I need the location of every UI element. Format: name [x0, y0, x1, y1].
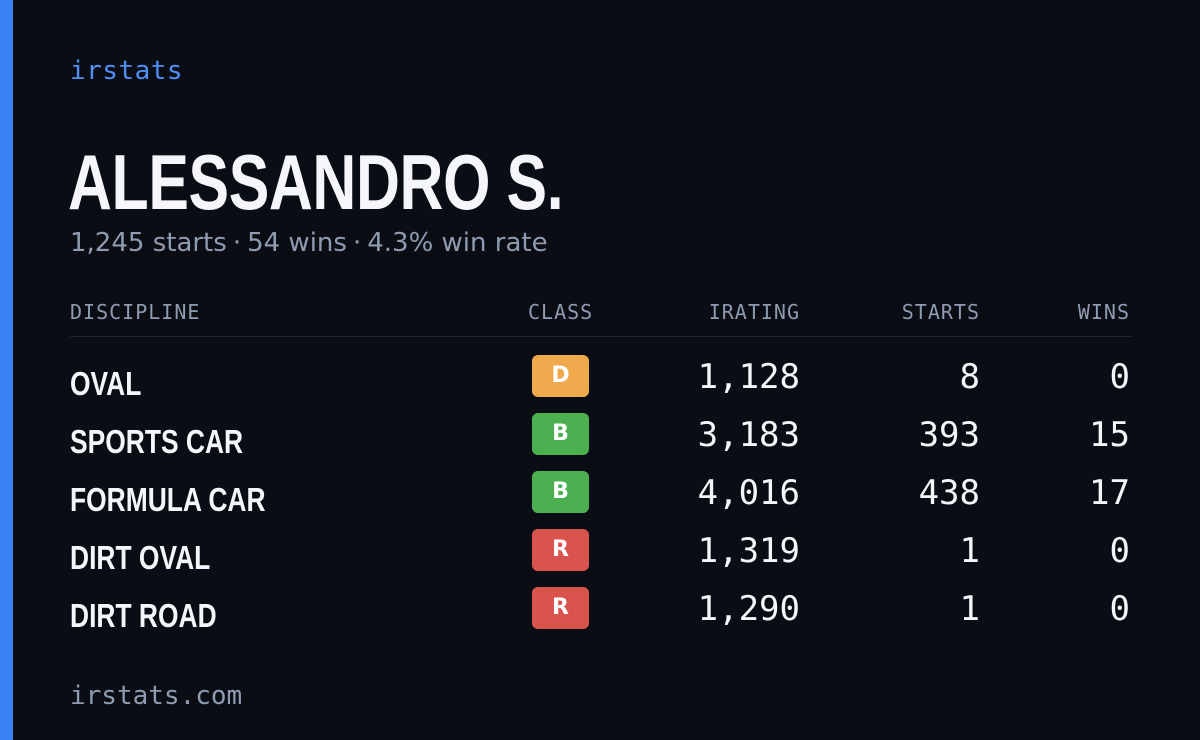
- header-starts: STARTS: [901, 300, 980, 324]
- starts-value: 438: [918, 473, 980, 513]
- wins-value: 0: [1109, 357, 1130, 397]
- footer-url: irstats.com: [70, 681, 243, 711]
- irating-value: 1,128: [697, 357, 800, 397]
- header-discipline: DISCIPLINE: [70, 300, 201, 324]
- class-badge: B: [532, 471, 589, 513]
- wins-value: 15: [1089, 415, 1130, 455]
- summary-starts: 1,245 starts: [70, 228, 227, 258]
- wins-value: 0: [1109, 531, 1130, 571]
- table-header: DISCIPLINE CLASS IRATING STARTS WINS: [70, 296, 1132, 337]
- discipline-name: DIRT ROAD: [70, 597, 217, 634]
- starts-value: 1: [959, 531, 980, 571]
- player-summary: 1,245 starts · 54 wins · 4.3% win rate: [70, 228, 548, 258]
- starts-value: 8: [959, 357, 980, 397]
- discipline-table: DISCIPLINE CLASS IRATING STARTS WINS OVA…: [70, 296, 1132, 645]
- summary-wins: 54 wins: [247, 228, 347, 258]
- table-row: SPORTS CAR B 3,183 393 15: [70, 413, 1132, 471]
- starts-value: 393: [918, 415, 980, 455]
- summary-separator: ·: [232, 228, 242, 258]
- table-row: DIRT ROAD R 1,290 1 0: [70, 587, 1132, 645]
- header-wins: WINS: [1077, 300, 1130, 324]
- discipline-name: SPORTS CAR: [70, 423, 244, 460]
- class-badge: R: [532, 529, 589, 571]
- irating-value: 1,319: [697, 531, 800, 571]
- summary-win-rate: 4.3% win rate: [367, 228, 548, 258]
- table-row: FORMULA CAR B 4,016 438 17: [70, 471, 1132, 529]
- table-row: OVAL D 1,128 8 0: [70, 355, 1132, 413]
- header-class: CLASS: [528, 300, 594, 324]
- discipline-name: FORMULA CAR: [70, 481, 266, 518]
- discipline-name: DIRT OVAL: [70, 539, 211, 576]
- player-name: ALESSANDRO S.: [68, 138, 564, 226]
- irating-value: 4,016: [697, 473, 800, 513]
- class-badge: R: [532, 587, 589, 629]
- brand-logo: irstats: [70, 56, 184, 86]
- starts-value: 1: [959, 589, 980, 629]
- class-badge: D: [532, 355, 589, 397]
- irating-value: 3,183: [697, 415, 800, 455]
- wins-value: 0: [1109, 589, 1130, 629]
- summary-separator: ·: [352, 228, 362, 258]
- table-row: DIRT OVAL R 1,319 1 0: [70, 529, 1132, 587]
- irating-value: 1,290: [697, 589, 800, 629]
- accent-bar: [0, 0, 13, 740]
- class-badge: B: [532, 413, 589, 455]
- wins-value: 17: [1089, 473, 1130, 513]
- header-irating: IRATING: [708, 300, 800, 324]
- discipline-name: OVAL: [70, 365, 142, 402]
- table-body: OVAL D 1,128 8 0 SPORTS CAR B 3,183 393 …: [70, 355, 1132, 645]
